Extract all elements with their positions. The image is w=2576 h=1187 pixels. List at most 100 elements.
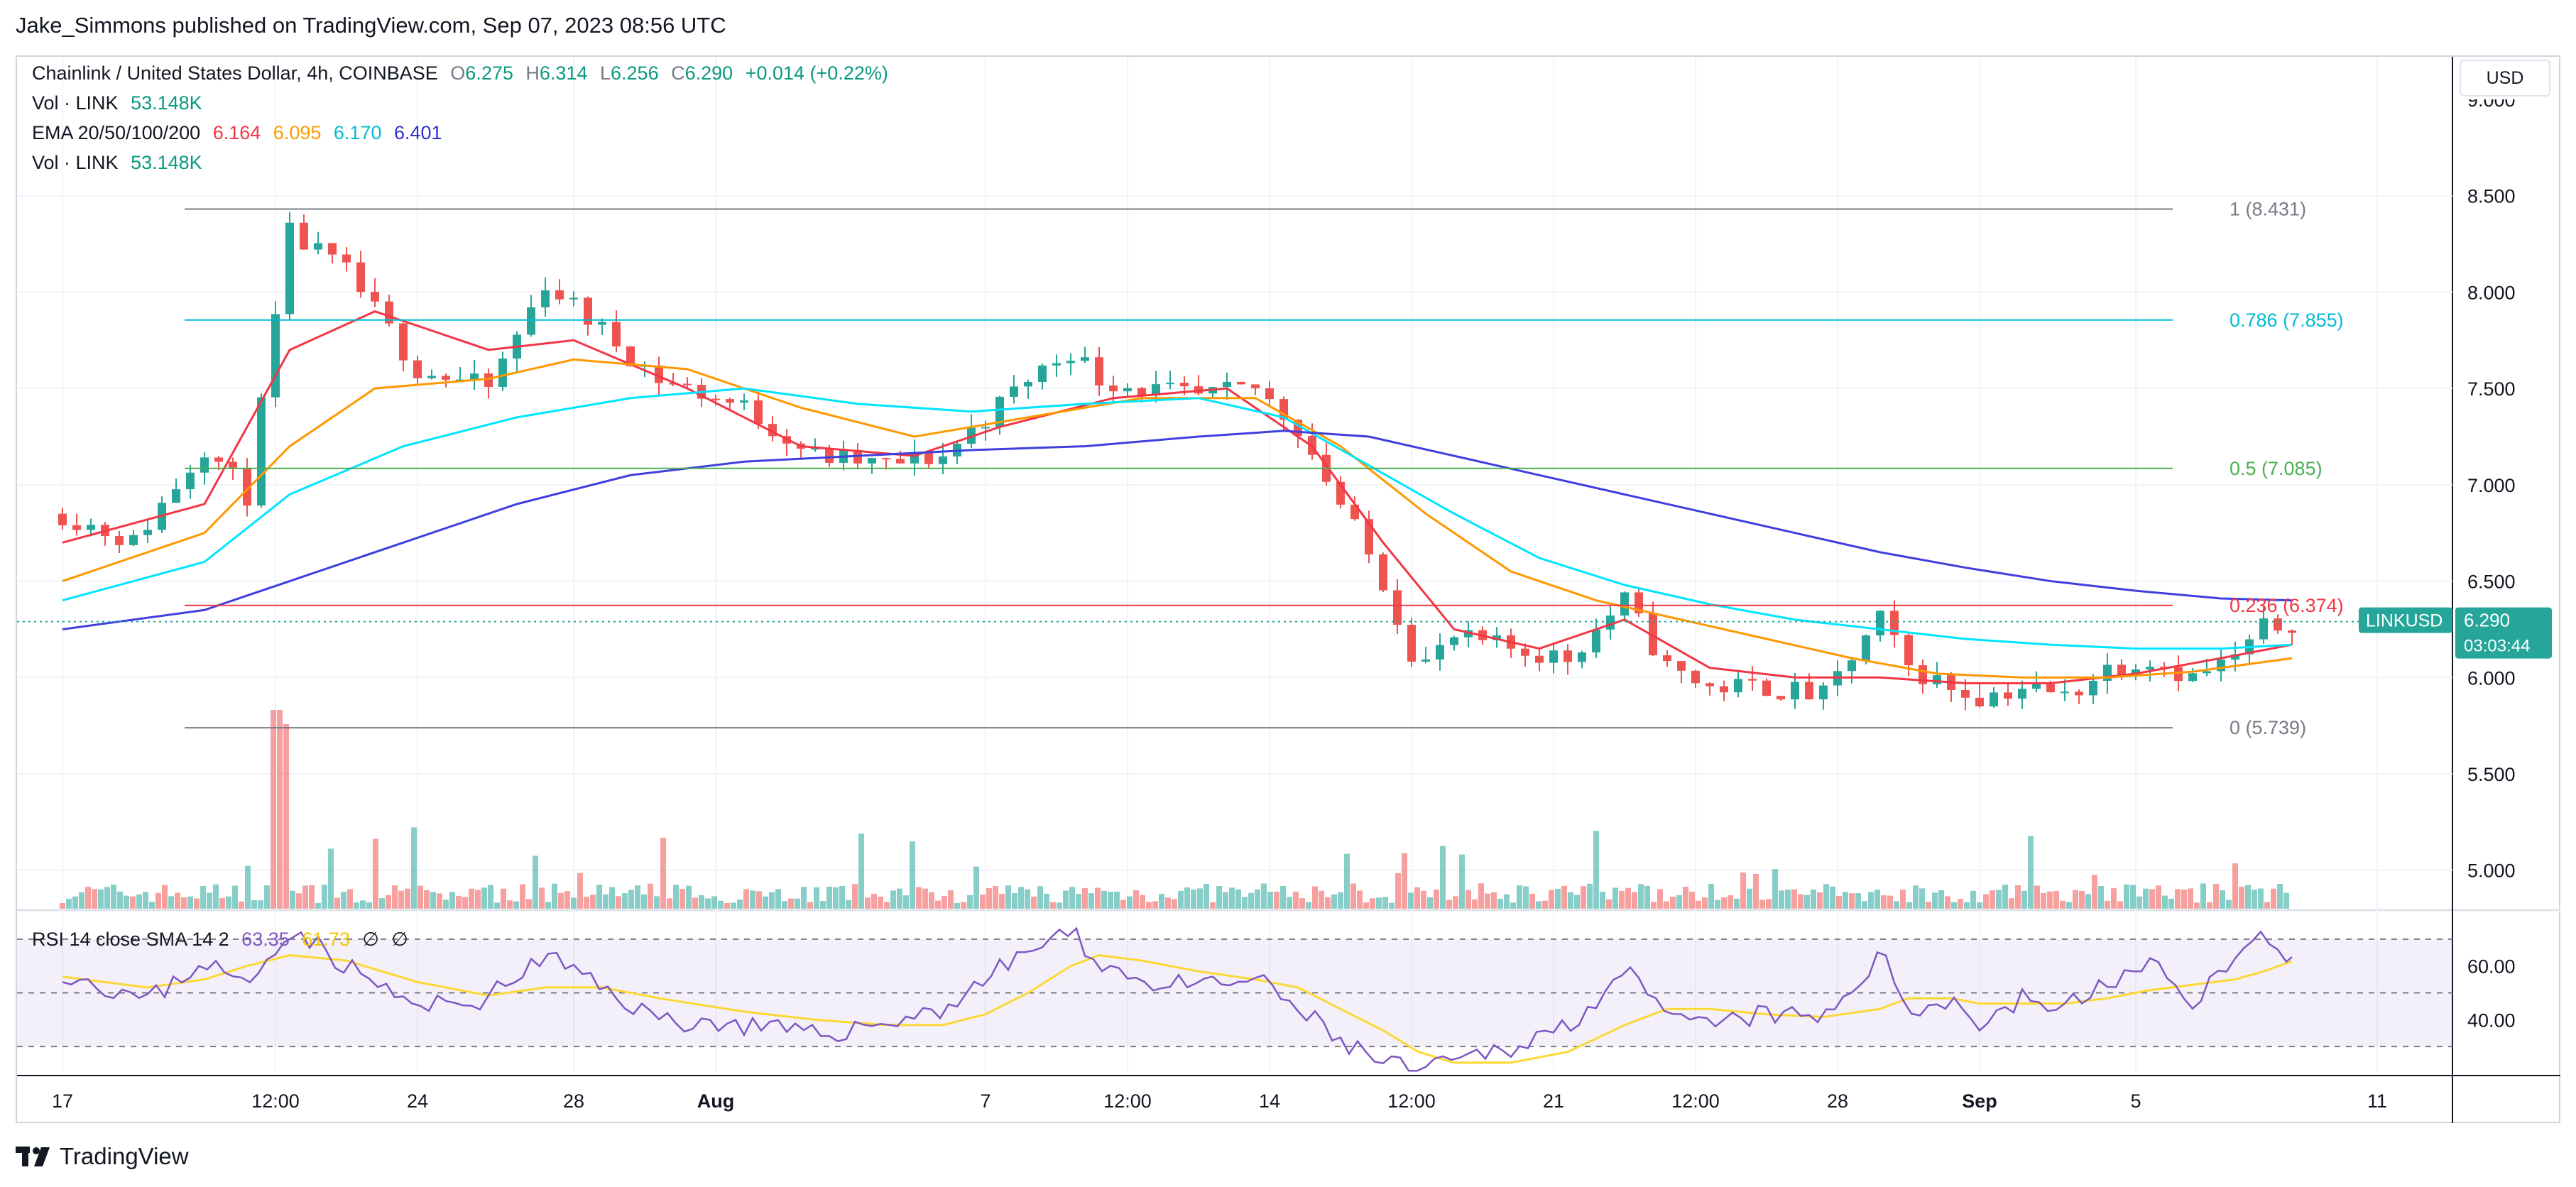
volume-bar xyxy=(1887,895,1893,909)
x-axis-tick-label: Aug xyxy=(697,1090,734,1112)
volume-bar xyxy=(1402,853,1407,909)
volume-bar xyxy=(858,833,864,909)
ema200-line xyxy=(62,430,2293,630)
rsi-legend[interactable]: RSI 14 close SMA 14 2 63.35 61.73 ∅ ∅ xyxy=(32,929,415,951)
rsi-label: RSI 14 close SMA 14 2 xyxy=(32,929,229,950)
candle-body xyxy=(498,359,507,388)
volume-bar xyxy=(1823,884,1829,909)
volume-bar xyxy=(66,899,72,909)
x-axis-tick-label: 12:00 xyxy=(1671,1090,1720,1112)
volume-bar xyxy=(1172,899,1177,909)
currency-button[interactable]: USD xyxy=(2460,60,2550,97)
volume-bar xyxy=(1012,893,1017,909)
fib-level-label: 1 (8.431) xyxy=(2230,198,2306,219)
volume-bar xyxy=(1485,893,1490,909)
candle-body xyxy=(1876,611,1884,636)
volume-bar xyxy=(2162,895,2168,909)
price-badge[interactable] xyxy=(2455,607,2552,659)
volume-bar xyxy=(1664,901,1669,909)
volume-bar xyxy=(993,885,998,909)
candle-body xyxy=(584,297,592,325)
candle-body xyxy=(740,400,748,403)
candle-body xyxy=(995,396,1004,427)
candle-body xyxy=(527,307,535,335)
volume-bar xyxy=(1287,897,1292,909)
candle-body xyxy=(1563,650,1572,662)
volume-bar xyxy=(398,890,404,909)
volume-legend[interactable]: Vol · LINK 53.148K xyxy=(32,92,209,114)
volume-bar xyxy=(1152,901,1158,909)
volume-bar xyxy=(890,890,896,909)
symbol-badge-label: LINKUSD xyxy=(2366,611,2443,631)
ema50-line xyxy=(62,358,2293,679)
volume-bar xyxy=(1785,890,1791,909)
symbol-badge[interactable] xyxy=(2359,607,2452,633)
volume-bar xyxy=(2226,899,2232,909)
volume-bar xyxy=(1900,890,1906,909)
volume-bar xyxy=(1651,902,1657,909)
candle-body xyxy=(87,525,95,530)
volume-bar xyxy=(1216,886,1222,909)
candle-body xyxy=(2288,630,2296,633)
x-axis-tick-label: 28 xyxy=(563,1090,584,1112)
volume-bar xyxy=(1095,887,1101,909)
candle-body xyxy=(1705,683,1714,687)
volume-bar xyxy=(1255,889,1260,909)
chart-frame[interactable] xyxy=(16,55,2560,1123)
footer-brand[interactable]: TradingView xyxy=(16,1143,189,1170)
volume-bar xyxy=(1338,892,1343,909)
x-axis-tick-label: 12:00 xyxy=(251,1090,300,1112)
ohlc-values: O6.275 H6.314 L6.256 C6.290 +0.014 (+0.2… xyxy=(450,62,895,84)
volume-bar xyxy=(2092,875,2097,909)
candle-body xyxy=(484,373,493,388)
candle-body xyxy=(1010,386,1018,397)
volume-bar xyxy=(1459,854,1465,909)
volume-bar xyxy=(405,888,410,909)
volume-bar xyxy=(1191,889,1196,909)
volume-bar xyxy=(1306,902,1311,909)
candle-body xyxy=(569,297,578,300)
volume-bar xyxy=(648,883,653,909)
volume-bar xyxy=(2021,890,2027,909)
rsi-axis-tick-label: 40.00 xyxy=(2467,1010,2516,1031)
volume-bar xyxy=(558,892,564,909)
volume-bar xyxy=(2053,890,2059,909)
volume-bar xyxy=(1497,899,1503,909)
volume-bar xyxy=(2277,884,2283,909)
candle-body xyxy=(271,314,280,398)
volume-bar xyxy=(449,892,455,909)
volume-bar xyxy=(1427,897,1433,909)
volume-bar xyxy=(347,889,353,909)
volume-bar xyxy=(807,902,813,909)
volume-bar xyxy=(526,899,532,909)
candle-body xyxy=(314,243,322,250)
volume-bar xyxy=(2034,885,2040,909)
ema-legend[interactable]: EMA 20/50/100/200 6.164 6.095 6.170 6.40… xyxy=(32,122,449,144)
candle-body xyxy=(1848,660,1856,672)
volume-bar xyxy=(392,885,398,909)
volume-bar xyxy=(322,885,327,909)
volume-bar xyxy=(833,887,839,909)
low-label: L xyxy=(599,62,611,84)
candle-body xyxy=(2018,689,2026,699)
ema-label: EMA 20/50/100/200 xyxy=(32,122,201,143)
low-value: 6.256 xyxy=(611,62,659,84)
volume-bar xyxy=(2111,888,2117,909)
y-axis-tick-label: 7.000 xyxy=(2467,475,2516,496)
volume-legend-2[interactable]: Vol · LINK 53.148K xyxy=(32,152,209,174)
volume-bar xyxy=(469,888,474,909)
y-axis-tick-label: 6.000 xyxy=(2467,667,2516,689)
volume-bar xyxy=(2194,902,2200,909)
volume-bar xyxy=(1261,883,1267,909)
volume-bar xyxy=(673,885,679,909)
high-value: 6.314 xyxy=(539,62,588,84)
rsi-extra-2: ∅ xyxy=(391,929,408,950)
volume-bar xyxy=(935,900,941,909)
volume-bar xyxy=(1076,894,1081,909)
volume-bar xyxy=(2264,902,2270,909)
rsi-extra-1: ∅ xyxy=(362,929,379,950)
volume-bar xyxy=(2207,902,2212,909)
candle-body xyxy=(371,292,379,302)
volume-bar xyxy=(929,892,934,909)
